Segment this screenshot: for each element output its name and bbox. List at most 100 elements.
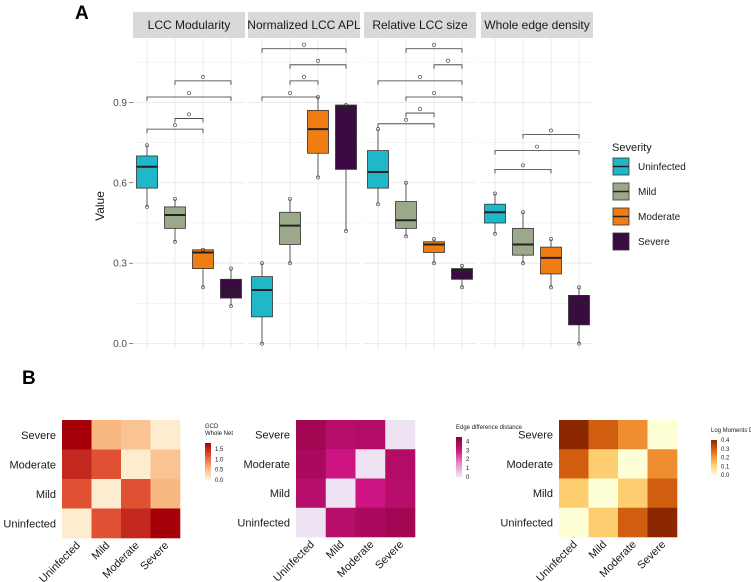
facet-title: LCC Modularity — [148, 18, 231, 32]
data-point — [316, 175, 320, 180]
colorbar-segment — [205, 463, 211, 466]
box-severe — [335, 103, 357, 233]
significance-bracket — [174, 74, 232, 85]
heatmap-cell — [559, 478, 589, 509]
heatmap-cell — [647, 507, 678, 538]
colorbar-tick-label: 2 — [466, 457, 470, 463]
heatmap-3: Severe Moderate Mild Uninfected Uninfected Mi… — [500, 420, 751, 582]
colorbar-segment — [205, 448, 211, 451]
bracket-line — [289, 80, 319, 85]
box-severe — [568, 285, 590, 346]
heatmap-row-label: Mild — [36, 489, 56, 501]
data-point — [173, 196, 177, 201]
data-point — [549, 285, 553, 290]
colorbar-segment — [711, 462, 717, 465]
bracket-label — [187, 91, 191, 95]
legend-label: Moderate — [638, 212, 681, 223]
heatmap-cell — [296, 420, 327, 450]
significance-bracket — [146, 91, 232, 101]
heatmap-cell — [618, 507, 648, 538]
colorbar-segment — [711, 457, 717, 460]
data-point — [260, 341, 264, 346]
significance-bracket — [494, 144, 580, 155]
heatmap-cell — [150, 479, 181, 509]
colorbar-segment — [456, 467, 462, 470]
box-uninfected — [484, 191, 506, 236]
colorbar-segment — [205, 468, 211, 472]
heatmap-cell — [618, 420, 648, 450]
data-point — [173, 239, 177, 244]
significance-bracket — [289, 74, 319, 85]
heatmap-cell — [62, 479, 92, 509]
legend-title: Severity — [612, 142, 652, 154]
significance-bracket — [377, 117, 435, 128]
facet-title: Whole edge density — [484, 18, 589, 32]
colorbar-tick-label: 0 — [466, 475, 470, 481]
heatmap-cell — [647, 420, 678, 450]
legend: Severity Uninfected Mild Moderate Severe — [612, 142, 686, 251]
colorbar-segment — [456, 463, 462, 466]
heatmap-cell — [588, 420, 619, 450]
heatmap-cell — [62, 508, 92, 539]
box-mild — [164, 196, 186, 244]
colorbar: Edge difference distance 0 1 2 3 4 — [456, 425, 523, 481]
colorbar-tick-label: 1.5 — [215, 447, 224, 453]
bracket-label — [173, 123, 177, 128]
colorbar-tick-label: 0.3 — [721, 447, 730, 453]
bracket-label — [418, 74, 422, 79]
bracket-label — [201, 74, 205, 79]
box-moderate — [307, 95, 329, 180]
colorbar-tick-label: 1.0 — [215, 457, 224, 463]
heatmap-row-label: Uninfected — [3, 518, 56, 530]
bracket-line — [174, 118, 204, 123]
colorbar-segment — [456, 475, 462, 478]
heatmap-cell — [647, 478, 678, 509]
facet-strip — [248, 12, 360, 38]
significance-bracket — [289, 58, 347, 69]
facet-whole-edge-density: Whole edge density — [481, 12, 593, 349]
bracket-label — [521, 163, 525, 168]
colorbar-segment — [711, 461, 717, 464]
box-body — [484, 203, 506, 224]
data-point — [201, 285, 205, 290]
heatmap-cell — [91, 420, 122, 450]
data-point — [577, 285, 581, 290]
data-point — [521, 210, 525, 215]
heatmap-cell — [385, 420, 416, 450]
y-tick-label: 0.0 — [113, 339, 127, 350]
significance-bracket — [405, 107, 435, 118]
heatmap-col-label: Uninfected — [37, 540, 83, 582]
heatmap-cell — [325, 449, 356, 479]
heatmap-col-label: Mild — [587, 539, 610, 562]
box-body — [164, 206, 186, 229]
colorbar-tick-label: 0.0 — [215, 478, 224, 484]
colorbar-segment — [205, 465, 211, 468]
colorbar-tick-label: 0.4 — [721, 438, 730, 444]
bracket-line — [289, 64, 347, 69]
facet-strip — [481, 12, 593, 38]
facet-strip — [364, 12, 476, 38]
colorbar-segment — [711, 440, 717, 443]
colorbar-segment — [205, 443, 211, 446]
colorbar-title: Log Moments Distance — [711, 428, 751, 434]
bracket-label — [302, 42, 306, 47]
bracket-line — [377, 80, 463, 85]
legend-label: Uninfected — [638, 162, 686, 173]
data-point — [288, 261, 292, 266]
colorbar-segment — [711, 469, 717, 472]
box-body — [451, 268, 473, 280]
colorbar-tick-label: 0.0 — [721, 473, 730, 479]
data-point — [344, 229, 348, 233]
significance-bracket — [522, 128, 580, 139]
heatmap-1: Severe Moderate Mild Uninfected Uninfected Mi… — [3, 420, 233, 582]
bracket-label — [535, 144, 539, 149]
box-uninfected — [251, 261, 273, 346]
data-point — [288, 196, 292, 201]
y-axis-label: Value — [93, 191, 107, 221]
bracket-line — [494, 150, 580, 155]
heatmap-row-label: Mild — [533, 488, 553, 500]
colorbar-tick-label: 0.2 — [721, 456, 730, 462]
heatmap-row-label: Mild — [270, 488, 290, 500]
colorbar-segment — [456, 437, 462, 440]
heatmap-cell — [355, 449, 386, 479]
